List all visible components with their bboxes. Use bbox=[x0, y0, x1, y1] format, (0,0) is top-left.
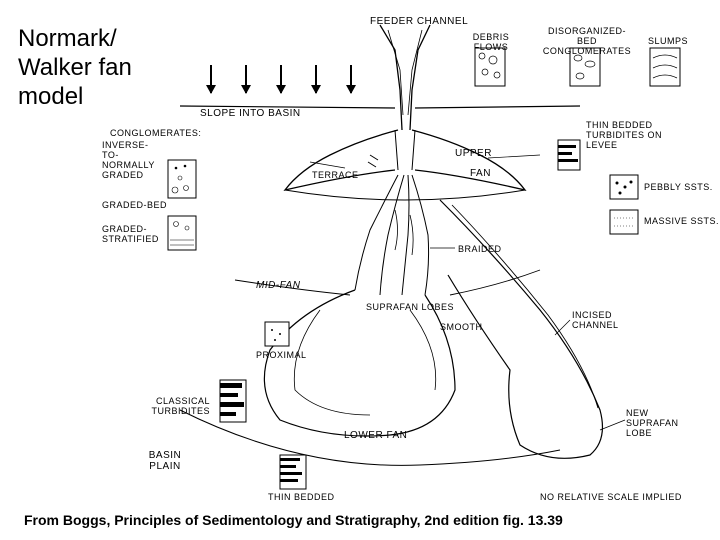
label-massive: MASSIVE SSTS. bbox=[644, 216, 719, 226]
label-braided: BRAIDED bbox=[458, 244, 502, 254]
label-basin: BASIN PLAIN bbox=[140, 450, 190, 472]
label-debris: DEBRIS FLOWS bbox=[466, 32, 516, 52]
label-thin-turb: THIN BEDDED TURBIDITES ON LEVEE bbox=[586, 120, 696, 150]
label-lowerfan: LOWER FAN bbox=[344, 430, 407, 441]
label-classical: CLASSICAL TURBIDITES bbox=[150, 396, 210, 416]
label-slope: SLOPE INTO BASIN bbox=[200, 108, 301, 119]
label-fan: FAN bbox=[470, 168, 491, 179]
label-suprafan: SUPRAFAN LOBES bbox=[366, 302, 454, 312]
label-thinbedded: THIN BEDDED bbox=[268, 492, 335, 502]
label-disorganized: DISORGANIZED-BED CONGLOMERATES bbox=[542, 26, 632, 56]
label-graded-strat: GRADED-STRATIFIED bbox=[102, 224, 157, 244]
label-feeder: FEEDER CHANNEL bbox=[370, 16, 468, 27]
label-midfan: MID-FAN bbox=[256, 280, 300, 291]
label-inverse: INVERSE-TO-NORMALLY GRADED bbox=[102, 140, 162, 180]
label-upper: UPPER bbox=[455, 148, 492, 159]
label-pebbly: PEBBLY SSTS. bbox=[644, 182, 713, 192]
label-slumps: SLUMPS bbox=[648, 36, 688, 46]
label-newsuprafan: NEW SUPRAFAN LOBE bbox=[626, 408, 696, 438]
figure-caption: From Boggs, Principles of Sedimentology … bbox=[24, 512, 563, 528]
label-graded-bed: GRADED-BED bbox=[102, 200, 167, 210]
label-proximal: PROXIMAL bbox=[256, 350, 307, 360]
label-noscale: NO RELATIVE SCALE IMPLIED bbox=[540, 492, 682, 502]
label-conglom: CONGLOMERATES: bbox=[110, 128, 201, 138]
label-terrace: TERRACE bbox=[312, 170, 359, 180]
fan-diagram bbox=[0, 0, 720, 540]
label-incised: INCISED CHANNEL bbox=[572, 310, 622, 330]
label-smooth: SMOOTH bbox=[440, 322, 483, 332]
